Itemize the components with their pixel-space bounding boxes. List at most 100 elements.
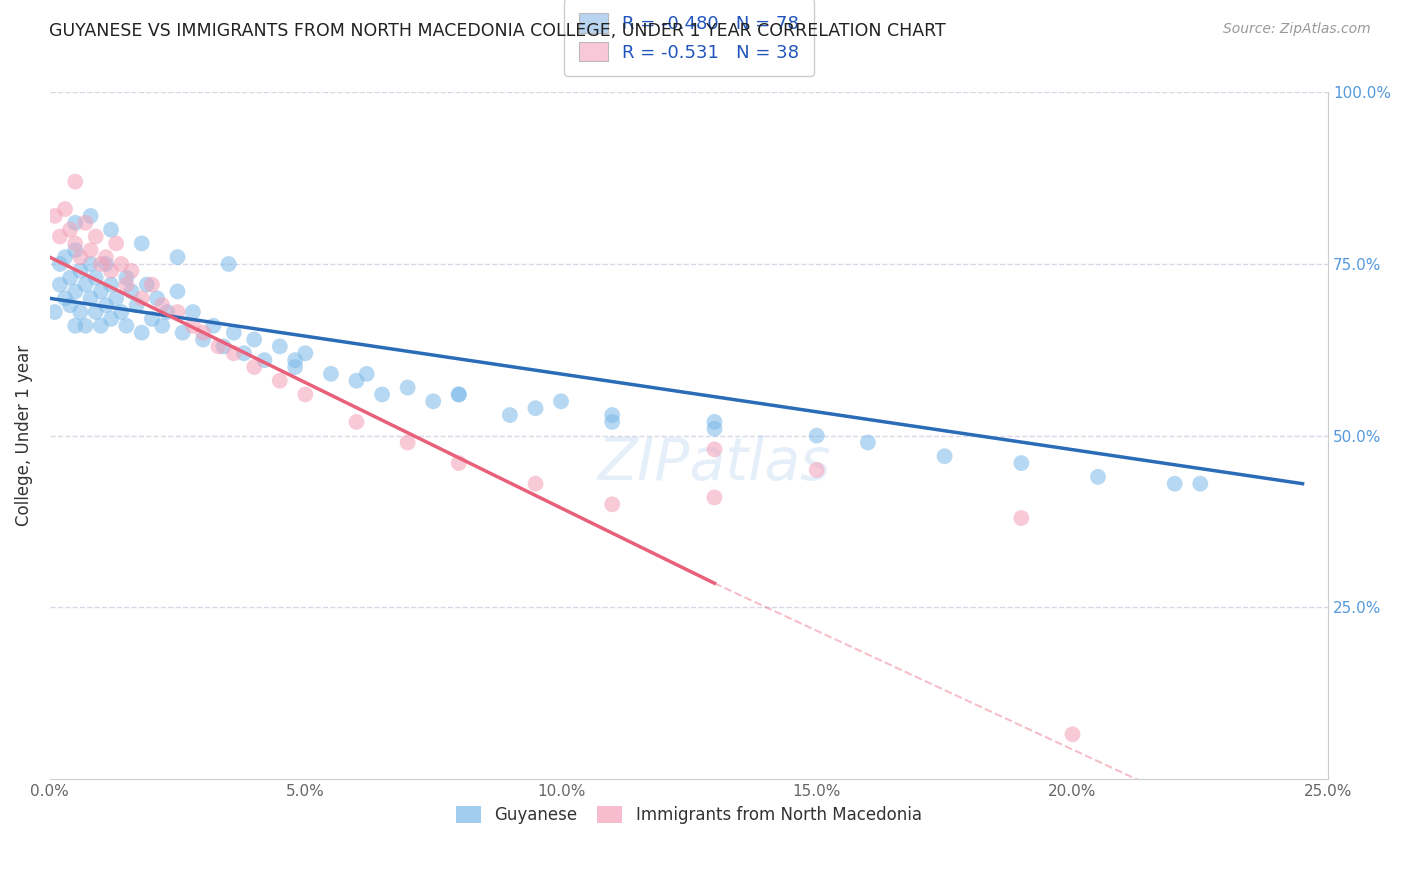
Point — [600, 415, 623, 429]
Point — [284, 353, 307, 368]
Point — [100, 264, 122, 278]
Text: Source: ZipAtlas.com: Source: ZipAtlas.com — [1223, 22, 1371, 37]
Point — [600, 497, 623, 511]
Point — [703, 422, 725, 436]
Point — [1164, 476, 1187, 491]
Point — [49, 277, 72, 292]
Point — [181, 305, 204, 319]
Point — [1010, 456, 1032, 470]
Point — [166, 250, 188, 264]
Point — [49, 229, 72, 244]
Point — [524, 401, 547, 416]
Point — [69, 305, 91, 319]
Point — [146, 291, 169, 305]
Point — [100, 277, 122, 292]
Point — [100, 222, 122, 236]
Point — [49, 257, 72, 271]
Point — [115, 277, 138, 292]
Point — [79, 257, 101, 271]
Point — [269, 339, 291, 353]
Point — [207, 339, 229, 353]
Point — [222, 326, 245, 340]
Point — [150, 318, 173, 333]
Point — [166, 285, 188, 299]
Point — [703, 491, 725, 505]
Point — [1062, 727, 1084, 741]
Point — [447, 387, 470, 401]
Point — [65, 175, 87, 189]
Point — [59, 222, 82, 236]
Point — [233, 346, 256, 360]
Point — [447, 456, 470, 470]
Point — [53, 202, 76, 216]
Point — [181, 318, 204, 333]
Point — [94, 257, 117, 271]
Point — [371, 387, 394, 401]
Point — [346, 374, 368, 388]
Point — [191, 326, 214, 340]
Point — [172, 326, 194, 340]
Point — [69, 264, 91, 278]
Text: ZIPatlas: ZIPatlas — [598, 434, 831, 491]
Point — [499, 408, 522, 422]
Point — [856, 435, 879, 450]
Point — [65, 244, 87, 258]
Point — [806, 428, 828, 442]
Point — [319, 367, 342, 381]
Point — [156, 305, 179, 319]
Point — [59, 270, 82, 285]
Point — [243, 333, 266, 347]
Point — [218, 257, 240, 271]
Point — [243, 359, 266, 374]
Point — [53, 250, 76, 264]
Point — [110, 305, 132, 319]
Point — [294, 387, 316, 401]
Point — [396, 435, 419, 450]
Point — [105, 291, 128, 305]
Point — [44, 305, 66, 319]
Point — [550, 394, 572, 409]
Point — [90, 257, 112, 271]
Point — [284, 359, 307, 374]
Point — [1010, 511, 1032, 525]
Point — [524, 476, 547, 491]
Point — [150, 298, 173, 312]
Point — [69, 250, 91, 264]
Text: GUYANESE VS IMMIGRANTS FROM NORTH MACEDONIA COLLEGE, UNDER 1 YEAR CORRELATION CH: GUYANESE VS IMMIGRANTS FROM NORTH MACEDO… — [49, 22, 946, 40]
Point — [59, 298, 82, 312]
Point — [84, 229, 107, 244]
Point — [65, 216, 87, 230]
Point — [105, 236, 128, 251]
Point — [703, 415, 725, 429]
Point — [600, 408, 623, 422]
Legend: Guyanese, Immigrants from North Macedonia: Guyanese, Immigrants from North Macedoni… — [447, 797, 931, 832]
Point — [90, 318, 112, 333]
Point — [447, 387, 470, 401]
Point — [44, 209, 66, 223]
Point — [396, 381, 419, 395]
Point — [115, 318, 138, 333]
Point — [253, 353, 276, 368]
Point — [1189, 476, 1212, 491]
Point — [356, 367, 378, 381]
Point — [202, 318, 225, 333]
Point — [90, 285, 112, 299]
Point — [294, 346, 316, 360]
Point — [79, 209, 101, 223]
Point — [806, 463, 828, 477]
Point — [703, 442, 725, 457]
Point — [212, 339, 235, 353]
Point — [141, 277, 163, 292]
Point — [53, 291, 76, 305]
Point — [84, 305, 107, 319]
Point — [135, 277, 157, 292]
Point — [75, 318, 97, 333]
Point — [79, 291, 101, 305]
Y-axis label: College, Under 1 year: College, Under 1 year — [15, 345, 32, 526]
Point — [100, 312, 122, 326]
Point — [125, 298, 148, 312]
Point — [110, 257, 132, 271]
Point — [65, 318, 87, 333]
Point — [115, 270, 138, 285]
Point — [141, 312, 163, 326]
